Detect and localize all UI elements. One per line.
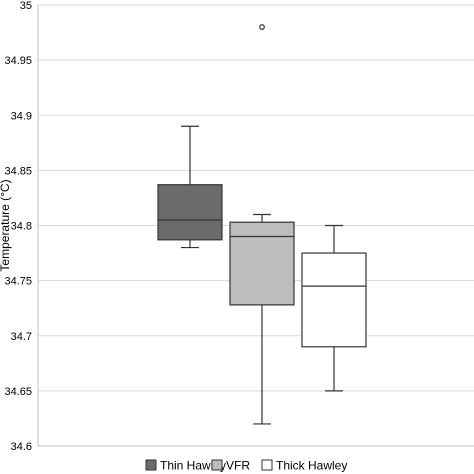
box-iqr	[301, 252, 367, 348]
box-iqr	[157, 184, 223, 241]
y-tick-label: 34.95	[4, 55, 32, 67]
legend-item: VFR	[211, 459, 250, 473]
legend: Thin Hawley VFR Thick Hawley	[145, 459, 347, 473]
boxes	[157, 24, 367, 425]
y-axis-ticks: 34.6 34.65 34.7 34.75 34.8 34.85 34.9 34.95 35	[4, 0, 32, 453]
legend-label: VFR	[226, 459, 250, 473]
legend-label: Thick Hawley	[276, 459, 347, 473]
legend-item: Thin Hawley	[145, 459, 226, 473]
box-1	[157, 125, 223, 249]
outlier-point	[259, 24, 265, 30]
legend-swatch	[261, 459, 273, 471]
legend-swatch	[211, 459, 223, 471]
y-tick-label: 34.75	[4, 276, 32, 288]
legend-label: Thin Hawley	[160, 459, 226, 473]
y-tick-label: 35	[20, 0, 32, 12]
y-tick-label: 34.85	[4, 165, 32, 177]
y-tick-label: 34.6	[11, 441, 32, 453]
y-axis-title: Temperature (°C)	[0, 179, 12, 271]
box-2	[229, 24, 295, 425]
box-iqr	[229, 221, 295, 306]
y-tick-label: 34.65	[4, 386, 32, 398]
y-tick-label: 34.7	[11, 331, 32, 343]
box-3	[301, 224, 367, 392]
legend-swatch	[145, 459, 157, 471]
y-tick-label: 34.8	[11, 221, 32, 233]
y-tick-label: 34.9	[11, 110, 32, 122]
legend-item: Thick Hawley	[261, 459, 347, 473]
